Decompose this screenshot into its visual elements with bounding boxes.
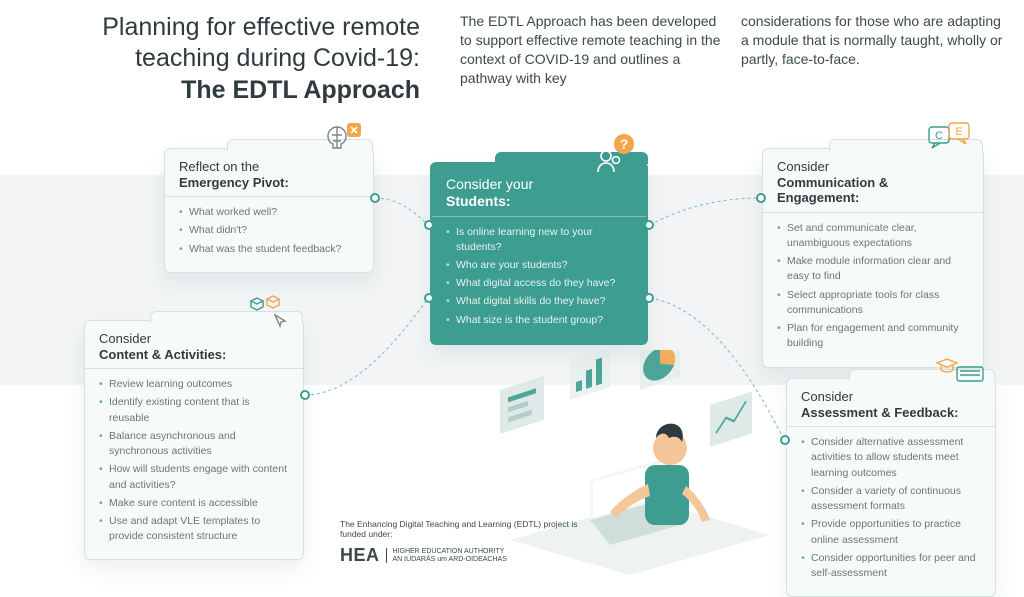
connector-dot xyxy=(644,220,654,230)
title-line2: teaching during Covid-19: xyxy=(135,44,420,72)
card-title: Reflect on the Emergency Pivot: xyxy=(179,159,359,190)
card-divider xyxy=(432,216,646,217)
connector-dot xyxy=(756,193,766,203)
list-item: Who are your students? xyxy=(446,258,632,273)
connector-dot xyxy=(424,220,434,230)
card-divider xyxy=(763,212,983,213)
card-divider xyxy=(787,426,995,427)
cubes-cursor-icon xyxy=(243,293,293,334)
connector-dot xyxy=(300,390,310,400)
card-pre: Consider xyxy=(99,331,151,346)
list-item: Balance asynchronous and synchronous act… xyxy=(99,429,289,459)
list-item: Review learning outcomes xyxy=(99,377,289,392)
card-strong: Content & Activities: xyxy=(99,347,289,363)
list-item: Make module information clear and easy t… xyxy=(777,254,969,284)
card-list: Review learning outcomes Identify existi… xyxy=(99,377,289,544)
card-divider xyxy=(85,368,303,369)
connector-dot xyxy=(370,193,380,203)
chat-bubbles-icon: C E xyxy=(925,121,973,162)
card-title: Consider your Students: xyxy=(446,176,632,210)
card-title: Consider Communication & Engagement: xyxy=(777,159,969,206)
list-item: Is online learning new to your students? xyxy=(446,225,632,255)
list-item: Consider opportunities for peer and self… xyxy=(801,551,981,581)
card-strong: Students: xyxy=(446,193,632,210)
graduation-keyboard-icon xyxy=(935,351,985,392)
footer: The Enhancing Digital Teaching and Learn… xyxy=(340,519,600,566)
card-list: Set and communicate clear, unambiguous e… xyxy=(777,221,969,352)
card-strong: Communication & Engagement: xyxy=(777,175,969,206)
list-item: Make sure content is accessible xyxy=(99,496,289,511)
list-item: What size is the student group? xyxy=(446,313,632,328)
list-item: How will students engage with content an… xyxy=(99,462,289,492)
list-item: Set and communicate clear, unambiguous e… xyxy=(777,221,969,251)
list-item: What digital skills do they have? xyxy=(446,294,632,309)
list-item: Plan for engagement and community buildi… xyxy=(777,321,969,351)
footer-text: The Enhancing Digital Teaching and Learn… xyxy=(340,519,600,539)
header: Planning for effective remote teaching d… xyxy=(20,12,1004,106)
intro-text: The EDTL Approach has been developed to … xyxy=(420,12,1004,106)
card-list: Is online learning new to your students?… xyxy=(446,225,632,328)
list-item: Provide opportunities to practice online… xyxy=(801,517,981,547)
connector-dot xyxy=(644,293,654,303)
hea-logo: HEA xyxy=(340,545,380,566)
card-title: Consider Assessment & Feedback: xyxy=(801,389,981,420)
hea-sub1: HIGHER EDUCATION AUTHORITY xyxy=(393,548,507,556)
hea-logo-text: HIGHER EDUCATION AUTHORITY AN tÚDARÁS um… xyxy=(386,548,507,563)
title-line1: Planning for effective remote xyxy=(102,13,420,41)
hea-branding: HEA HIGHER EDUCATION AUTHORITY AN tÚDARÁ… xyxy=(340,545,600,566)
card-students: ? Consider your Students: Is online lear… xyxy=(430,162,648,345)
list-item: Use and adapt VLE templates to provide c… xyxy=(99,514,289,544)
card-content-activities: Consider Content & Activities: Review le… xyxy=(84,320,304,560)
card-divider xyxy=(165,196,373,197)
card-strong: Emergency Pivot: xyxy=(179,175,359,191)
card-strong: Assessment & Feedback: xyxy=(801,405,981,421)
list-item: Consider a variety of continuous assessm… xyxy=(801,484,981,514)
intro-col1: The EDTL Approach has been developed to … xyxy=(460,12,723,106)
list-item: What worked well? xyxy=(179,205,359,220)
students-question-icon: ? xyxy=(594,134,638,179)
connector-dot xyxy=(780,435,790,445)
card-title: Consider Content & Activities: xyxy=(99,331,289,362)
card-list: Consider alternative assessment activiti… xyxy=(801,435,981,581)
list-item: Consider alternative assessment activiti… xyxy=(801,435,981,481)
list-item: Identify existing content that is reusab… xyxy=(99,395,289,425)
list-item: What didn't? xyxy=(179,223,359,238)
card-emergency-pivot: Reflect on the Emergency Pivot: What wor… xyxy=(164,148,374,273)
page-title: Planning for effective remote teaching d… xyxy=(20,12,420,106)
svg-text:E: E xyxy=(955,126,962,138)
card-assessment-feedback: Consider Assessment & Feedback: Consider… xyxy=(786,378,996,597)
intro-col2: considerations for those who are adaptin… xyxy=(741,12,1004,106)
brain-icon xyxy=(321,121,363,162)
hea-sub2: AN tÚDARÁS um ARD-OIDEACHAS xyxy=(393,556,507,564)
card-pre: Consider your xyxy=(446,176,533,192)
list-item: What was the student feedback? xyxy=(179,242,359,257)
svg-text:C: C xyxy=(935,130,943,142)
svg-text:?: ? xyxy=(620,136,629,152)
card-pre: Consider xyxy=(777,159,829,174)
card-pre: Reflect on the xyxy=(179,159,259,174)
card-communication-engagement: C E Consider Communication & Engagement:… xyxy=(762,148,984,368)
connector-dot xyxy=(424,293,434,303)
title-line3: The EDTL Approach xyxy=(20,75,420,106)
card-pre: Consider xyxy=(801,389,853,404)
list-item: What digital access do they have? xyxy=(446,276,632,291)
list-item: Select appropriate tools for class commu… xyxy=(777,288,969,318)
card-list: What worked well? What didn't? What was … xyxy=(179,205,359,257)
